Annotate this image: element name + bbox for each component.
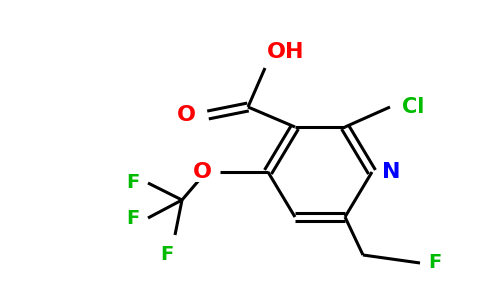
- Text: F: F: [127, 208, 140, 227]
- Text: F: F: [160, 245, 173, 264]
- Text: Cl: Cl: [402, 97, 424, 117]
- Text: F: F: [428, 254, 441, 272]
- Text: O: O: [177, 105, 196, 125]
- Text: N: N: [382, 162, 400, 182]
- Text: F: F: [127, 173, 140, 193]
- Text: O: O: [193, 162, 212, 182]
- Text: OH: OH: [267, 42, 304, 62]
